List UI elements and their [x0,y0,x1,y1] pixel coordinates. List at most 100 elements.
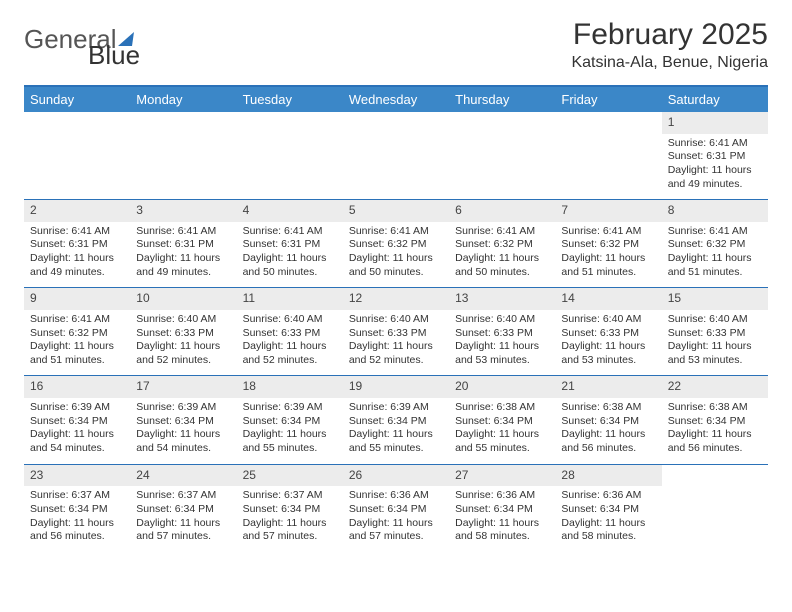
sunrise-text: Sunrise: 6:40 AM [668,313,762,327]
calendar-cell: 15Sunrise: 6:40 AMSunset: 6:33 PMDayligh… [662,288,768,376]
day-number: 18 [237,376,343,398]
daylight-text: Daylight: 11 hours and 57 minutes. [136,517,230,544]
sunrise-text: Sunrise: 6:39 AM [243,401,337,415]
weekday-head: Thursday [449,87,555,112]
day-number: 28 [555,465,661,487]
day-detail: Sunrise: 6:40 AMSunset: 6:33 PMDaylight:… [662,310,768,376]
day-detail: Sunrise: 6:37 AMSunset: 6:34 PMDaylight:… [24,486,130,552]
calendar-cell: 21Sunrise: 6:38 AMSunset: 6:34 PMDayligh… [555,376,661,464]
day-number: 19 [343,376,449,398]
sunset-text: Sunset: 6:32 PM [30,327,124,341]
sunrise-text: Sunrise: 6:37 AM [243,489,337,503]
sunrise-text: Sunrise: 6:39 AM [349,401,443,415]
day-detail: Sunrise: 6:40 AMSunset: 6:33 PMDaylight:… [343,310,449,376]
sunset-text: Sunset: 6:34 PM [561,415,655,429]
calendar-cell: 7Sunrise: 6:41 AMSunset: 6:32 PMDaylight… [555,200,661,288]
calendar-cell: 11Sunrise: 6:40 AMSunset: 6:33 PMDayligh… [237,288,343,376]
sunrise-text: Sunrise: 6:39 AM [30,401,124,415]
calendar-cell: 14Sunrise: 6:40 AMSunset: 6:33 PMDayligh… [555,288,661,376]
daylight-text: Daylight: 11 hours and 49 minutes. [30,252,124,279]
sunset-text: Sunset: 6:31 PM [243,238,337,252]
brand-line2: Blue [24,40,154,71]
sunset-text: Sunset: 6:34 PM [455,415,549,429]
day-number: 26 [343,465,449,487]
sunset-text: Sunset: 6:34 PM [561,503,655,517]
day-number: 3 [130,200,236,222]
calendar-row: 16Sunrise: 6:39 AMSunset: 6:34 PMDayligh… [24,376,768,464]
daylight-text: Daylight: 11 hours and 53 minutes. [668,340,762,367]
day-detail: Sunrise: 6:37 AMSunset: 6:34 PMDaylight:… [237,486,343,552]
daylight-text: Daylight: 11 hours and 56 minutes. [668,428,762,455]
calendar-cell: 17Sunrise: 6:39 AMSunset: 6:34 PMDayligh… [130,376,236,464]
calendar-cell [555,112,661,200]
day-detail: Sunrise: 6:41 AMSunset: 6:32 PMDaylight:… [449,222,555,288]
weekday-head: Friday [555,87,661,112]
sunrise-text: Sunrise: 6:41 AM [561,225,655,239]
daylight-text: Daylight: 11 hours and 52 minutes. [349,340,443,367]
day-detail: Sunrise: 6:41 AMSunset: 6:32 PMDaylight:… [343,222,449,288]
sunset-text: Sunset: 6:31 PM [136,238,230,252]
day-detail: Sunrise: 6:36 AMSunset: 6:34 PMDaylight:… [343,486,449,552]
sunset-text: Sunset: 6:34 PM [136,503,230,517]
daylight-text: Daylight: 11 hours and 56 minutes. [561,428,655,455]
sunset-text: Sunset: 6:34 PM [455,503,549,517]
day-number: 10 [130,288,236,310]
weekday-head: Monday [130,87,236,112]
sunset-text: Sunset: 6:33 PM [668,327,762,341]
day-number: 25 [237,465,343,487]
daylight-text: Daylight: 11 hours and 50 minutes. [349,252,443,279]
daylight-text: Daylight: 11 hours and 57 minutes. [243,517,337,544]
daylight-text: Daylight: 11 hours and 55 minutes. [349,428,443,455]
calendar-row: 1Sunrise: 6:41 AMSunset: 6:31 PMDaylight… [24,112,768,200]
sunrise-text: Sunrise: 6:41 AM [243,225,337,239]
day-number: 27 [449,465,555,487]
calendar-cell: 6Sunrise: 6:41 AMSunset: 6:32 PMDaylight… [449,200,555,288]
daylight-text: Daylight: 11 hours and 50 minutes. [243,252,337,279]
day-detail: Sunrise: 6:41 AMSunset: 6:31 PMDaylight:… [130,222,236,288]
calendar-cell: 22Sunrise: 6:38 AMSunset: 6:34 PMDayligh… [662,376,768,464]
sunrise-text: Sunrise: 6:41 AM [30,313,124,327]
sunrise-text: Sunrise: 6:41 AM [455,225,549,239]
day-detail: Sunrise: 6:41 AMSunset: 6:31 PMDaylight:… [24,222,130,288]
day-detail: Sunrise: 6:38 AMSunset: 6:34 PMDaylight:… [662,398,768,464]
daylight-text: Daylight: 11 hours and 58 minutes. [455,517,549,544]
day-detail: Sunrise: 6:41 AMSunset: 6:32 PMDaylight:… [24,310,130,376]
day-detail: Sunrise: 6:41 AMSunset: 6:31 PMDaylight:… [237,222,343,288]
day-number: 4 [237,200,343,222]
day-detail: Sunrise: 6:41 AMSunset: 6:32 PMDaylight:… [662,222,768,288]
day-detail: Sunrise: 6:39 AMSunset: 6:34 PMDaylight:… [237,398,343,464]
sunrise-text: Sunrise: 6:36 AM [561,489,655,503]
daylight-text: Daylight: 11 hours and 54 minutes. [136,428,230,455]
sunrise-text: Sunrise: 6:41 AM [668,225,762,239]
calendar-cell [449,112,555,200]
calendar-table: Sunday Monday Tuesday Wednesday Thursday… [24,87,768,552]
weekday-head: Saturday [662,87,768,112]
daylight-text: Daylight: 11 hours and 54 minutes. [30,428,124,455]
sunset-text: Sunset: 6:34 PM [243,503,337,517]
day-number: 24 [130,465,236,487]
calendar-cell: 12Sunrise: 6:40 AMSunset: 6:33 PMDayligh… [343,288,449,376]
calendar-cell: 23Sunrise: 6:37 AMSunset: 6:34 PMDayligh… [24,464,130,552]
day-detail: Sunrise: 6:39 AMSunset: 6:34 PMDaylight:… [343,398,449,464]
day-number: 14 [555,288,661,310]
sunrise-text: Sunrise: 6:39 AM [136,401,230,415]
day-detail: Sunrise: 6:41 AMSunset: 6:31 PMDaylight:… [662,134,768,200]
calendar-row: 2Sunrise: 6:41 AMSunset: 6:31 PMDaylight… [24,200,768,288]
calendar-cell: 9Sunrise: 6:41 AMSunset: 6:32 PMDaylight… [24,288,130,376]
day-number: 17 [130,376,236,398]
calendar-cell: 5Sunrise: 6:41 AMSunset: 6:32 PMDaylight… [343,200,449,288]
day-number: 23 [24,465,130,487]
sunrise-text: Sunrise: 6:40 AM [455,313,549,327]
sunrise-text: Sunrise: 6:36 AM [455,489,549,503]
daylight-text: Daylight: 11 hours and 58 minutes. [561,517,655,544]
weekday-head: Wednesday [343,87,449,112]
day-detail: Sunrise: 6:40 AMSunset: 6:33 PMDaylight:… [449,310,555,376]
calendar-cell: 13Sunrise: 6:40 AMSunset: 6:33 PMDayligh… [449,288,555,376]
calendar-cell: 19Sunrise: 6:39 AMSunset: 6:34 PMDayligh… [343,376,449,464]
daylight-text: Daylight: 11 hours and 52 minutes. [136,340,230,367]
weekday-head: Sunday [24,87,130,112]
calendar-cell [343,112,449,200]
location-subtitle: Katsina-Ala, Benue, Nigeria [571,54,768,72]
day-number: 20 [449,376,555,398]
sunset-text: Sunset: 6:34 PM [30,415,124,429]
